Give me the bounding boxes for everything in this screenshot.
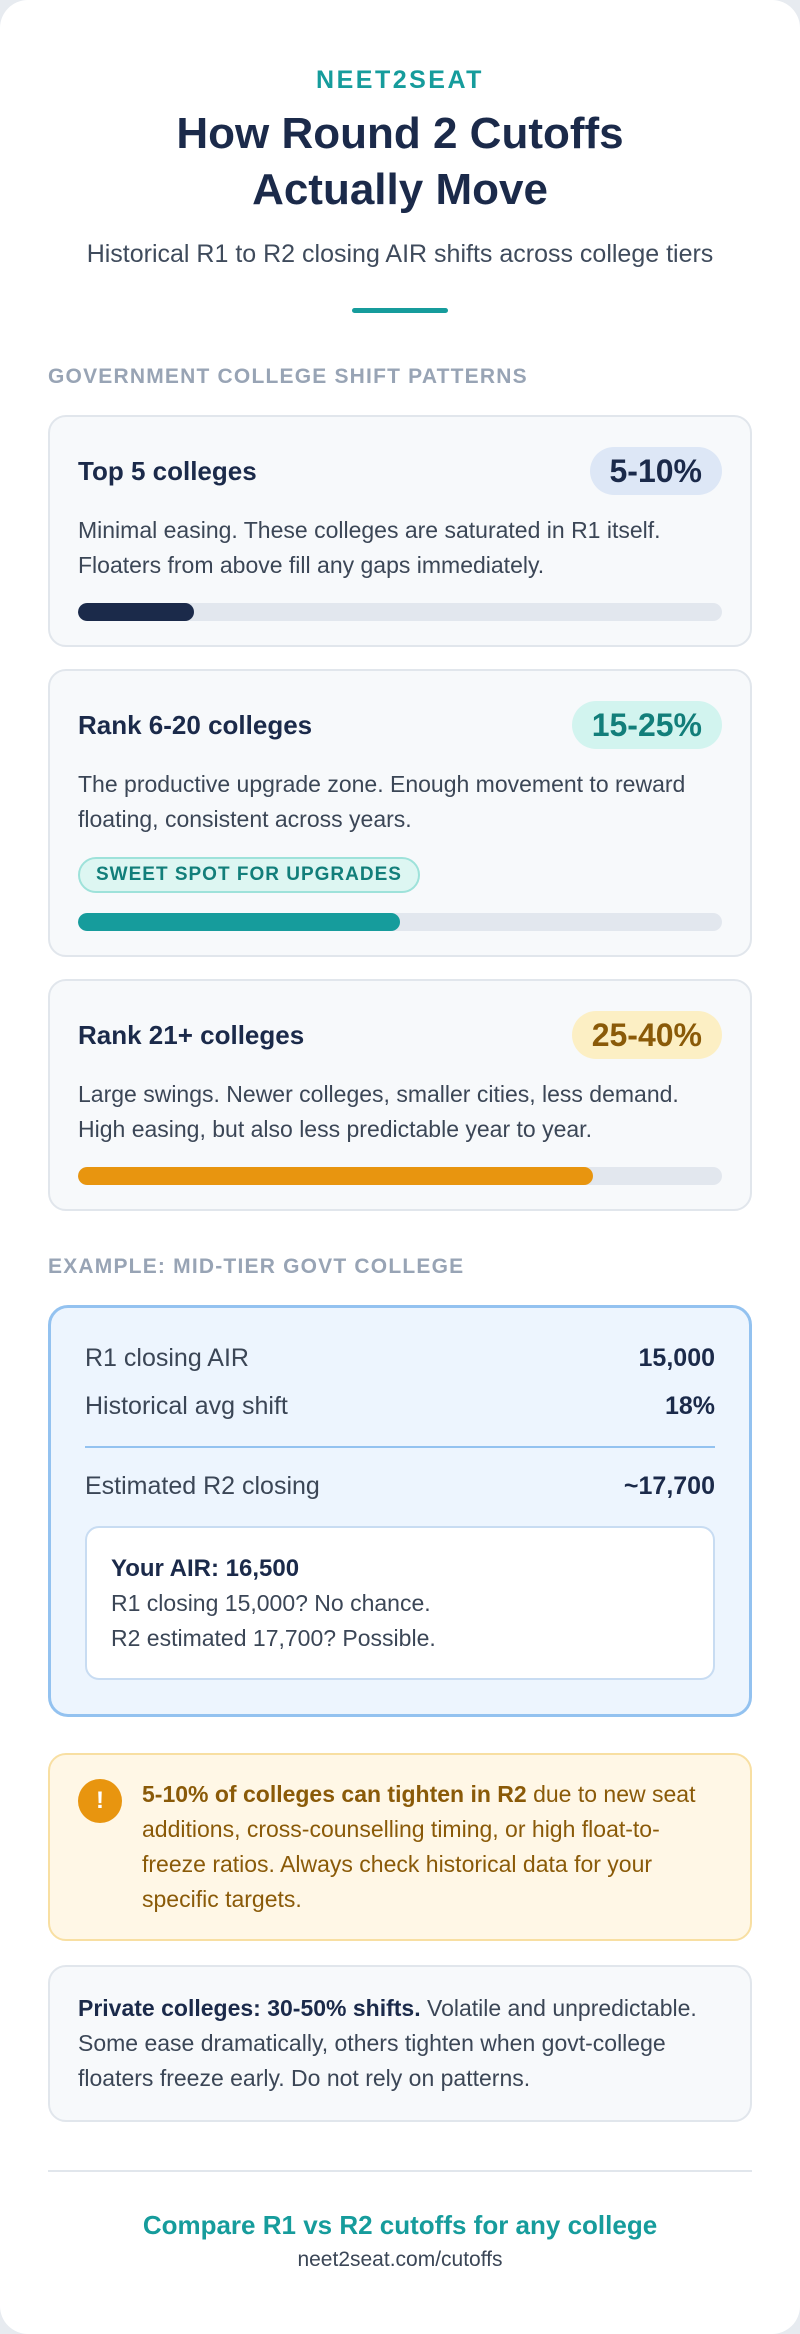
- estimated-r2-row: Estimated R2 closing ~17,700: [85, 1462, 715, 1510]
- tier-card-rank-21-plus: Rank 21+ colleges 25-40% Large swings. N…: [48, 979, 752, 1211]
- compare-cutoffs-link[interactable]: Compare R1 vs R2 cutoffs for any college: [142, 2210, 658, 2240]
- warning-callout: ! 5-10% of colleges can tighten in R2 du…: [48, 1753, 752, 1941]
- shift-bar-fill: [78, 1167, 594, 1185]
- tier-description: The productive upgrade zone. Enough move…: [78, 771, 686, 832]
- shift-range-pill: 25-40%: [571, 1011, 722, 1059]
- avg-shift-label: Historical avg shift: [85, 1391, 288, 1420]
- section-label-govt: GOVERNMENT COLLEGE SHIFT PATTERNS: [48, 365, 528, 388]
- avg-shift-value: 18%: [664, 1391, 715, 1420]
- private-colleges-note: Private colleges: 30-50% shifts. Volatil…: [48, 1965, 752, 2122]
- r2-verdict: R2 estimated 17,700? Possible.: [111, 1625, 436, 1651]
- r1-closing-row: R1 closing AIR 15,000: [85, 1334, 715, 1382]
- example-divider: [85, 1446, 715, 1448]
- shift-bar: [78, 1167, 722, 1185]
- footer-url[interactable]: neet2seat.com/cutoffs: [297, 2248, 503, 2271]
- estimated-r2-value: ~17,700: [623, 1471, 715, 1500]
- example-card: R1 closing AIR 15,000 Historical avg shi…: [48, 1305, 752, 1717]
- tier-name: Rank 21+ colleges: [78, 1019, 305, 1050]
- exclamation-icon: !: [78, 1779, 122, 1823]
- shift-bar: [78, 913, 722, 931]
- your-air-title: Your AIR: 16,500: [111, 1555, 300, 1582]
- warning-bold: 5-10% of colleges can tighten in R2: [142, 1781, 527, 1807]
- shift-range-pill: 5-10%: [589, 447, 722, 495]
- shift-bar: [78, 603, 722, 621]
- tier-description: Large swings. Newer colleges, smaller ci…: [78, 1081, 679, 1142]
- estimated-r2-label: Estimated R2 closing: [85, 1471, 320, 1500]
- shift-range-pill: 15-25%: [571, 701, 722, 749]
- warning-body: due to new seat additions, cross-counsel…: [142, 1781, 696, 1912]
- r1-closing-value: 15,000: [638, 1343, 715, 1372]
- private-note-bold: Private colleges: 30-50% shifts.: [78, 1995, 421, 2021]
- avg-shift-row: Historical avg shift 18%: [85, 1382, 715, 1430]
- r1-closing-label: R1 closing AIR: [85, 1343, 249, 1372]
- page-subtitle: Historical R1 to R2 closing AIR shifts a…: [86, 240, 714, 268]
- sweet-spot-badge: SWEET SPOT FOR UPGRADES: [78, 857, 420, 893]
- page-title: How Round 2 Cutoffs Actually Move: [176, 109, 624, 214]
- section-label-example: EXAMPLE: MID-TIER GOVT COLLEGE: [48, 1255, 465, 1278]
- shift-bar-fill: [78, 603, 194, 621]
- brand-name: NEET2SEAT: [316, 66, 484, 94]
- title-divider: [352, 308, 448, 313]
- shift-bar-fill: [78, 913, 400, 931]
- private-note-body: Volatile and unpredictable. Some ease dr…: [78, 1995, 697, 2091]
- page-content: NEET2SEAT How Round 2 Cutoffs Actually M…: [48, 66, 752, 2271]
- your-air-box: Your AIR: 16,500 R1 closing 15,000? No c…: [85, 1526, 715, 1680]
- footer-divider: [48, 2170, 752, 2172]
- tier-description: Minimal easing. These colleges are satur…: [78, 517, 661, 578]
- tier-card-top5: Top 5 colleges 5-10% Minimal easing. The…: [48, 415, 752, 647]
- tier-name: Top 5 colleges: [78, 455, 257, 486]
- tier-name: Rank 6-20 colleges: [78, 709, 313, 740]
- r1-verdict: R1 closing 15,000? No chance.: [111, 1590, 431, 1616]
- warning-text: 5-10% of colleges can tighten in R2 due …: [142, 1777, 716, 1917]
- tier-card-rank-6-20: Rank 6-20 colleges 15-25% The productive…: [48, 669, 752, 957]
